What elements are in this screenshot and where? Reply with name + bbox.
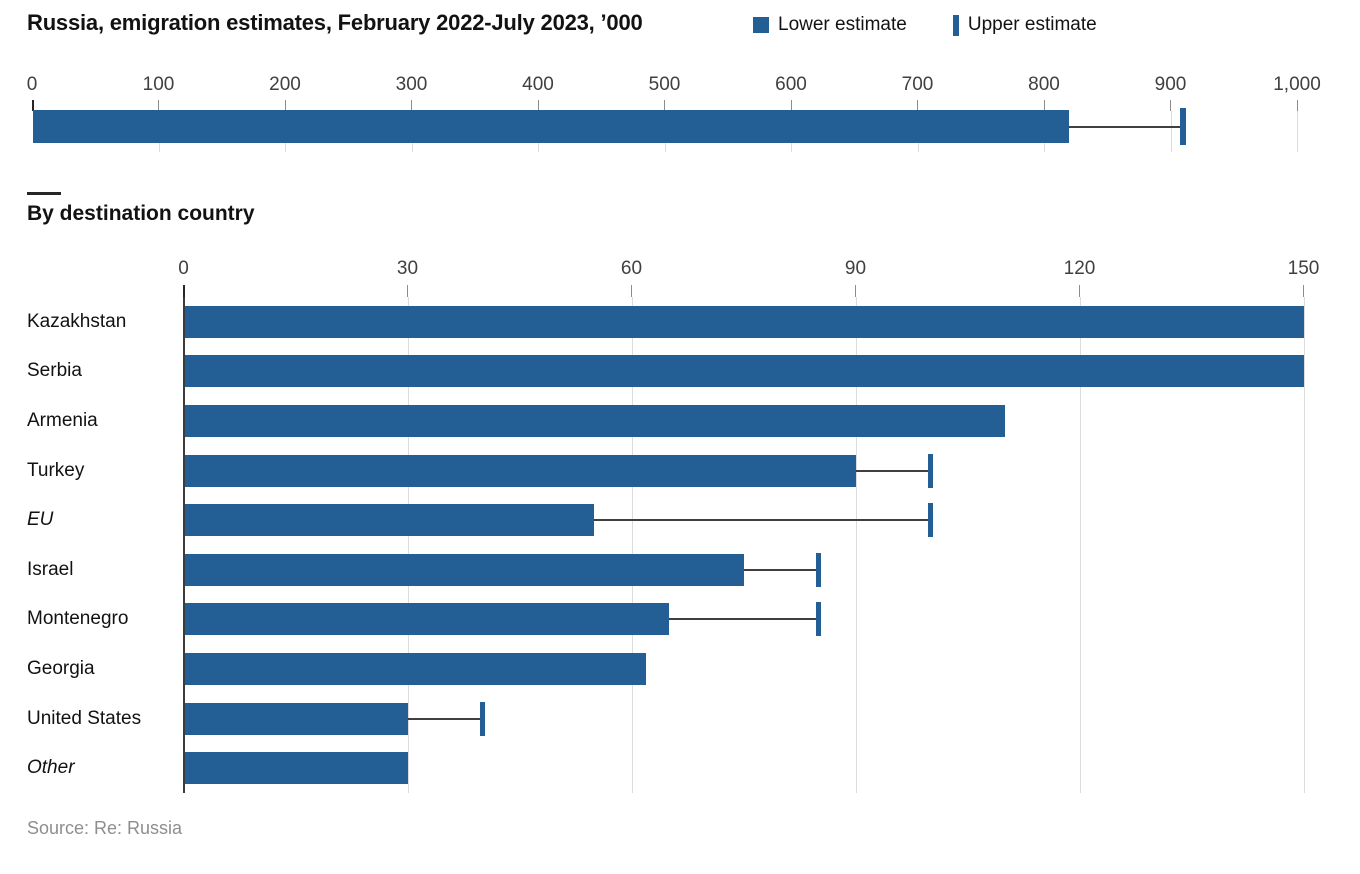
destination-country-chart: 0 30 60 90 120 150 Kazakhstan Serbia Armenia Turk… bbox=[0, 250, 1360, 810]
upper-estimate-cap bbox=[1180, 108, 1187, 145]
lower-estimate-bar bbox=[184, 553, 744, 586]
lower-estimate-bar bbox=[184, 603, 669, 636]
tick-label: 200 bbox=[269, 74, 301, 95]
estimate-range-whisker bbox=[594, 519, 931, 522]
grid-line bbox=[855, 297, 857, 793]
lower-estimate-bar bbox=[184, 355, 1304, 388]
tick-mark bbox=[855, 285, 856, 297]
section-dash bbox=[27, 192, 61, 195]
upper-estimate-cap bbox=[815, 552, 821, 587]
tick-mark bbox=[1043, 100, 1045, 111]
category-label: Serbia bbox=[27, 360, 82, 382]
lower-estimate-marker-icon bbox=[753, 17, 769, 33]
chart-title: Russia, emigration estimates, February 2… bbox=[27, 10, 643, 35]
tick-label: 30 bbox=[396, 258, 419, 279]
estimate-range-whisker bbox=[668, 618, 819, 621]
category-label: Kazakhstan bbox=[27, 310, 127, 332]
tick-label: 100 bbox=[142, 74, 175, 95]
category-label: Montenegro bbox=[27, 608, 129, 630]
upper-estimate-cap bbox=[479, 701, 485, 736]
category-label: Armenia bbox=[27, 410, 98, 431]
lower-estimate-bar bbox=[184, 702, 408, 735]
tick-mark bbox=[790, 100, 792, 111]
estimate-range-whisker bbox=[743, 568, 819, 571]
tick-mark bbox=[631, 285, 632, 297]
section-subtitle: By destination country bbox=[27, 202, 255, 225]
grid-line bbox=[407, 297, 409, 793]
legend-item-lower: Lower estimate bbox=[753, 14, 907, 36]
lower-estimate-bar bbox=[184, 653, 647, 685]
tick-label: 0 bbox=[178, 258, 189, 279]
source-note: Source: Re: Russia bbox=[27, 818, 183, 838]
tick-mark bbox=[284, 100, 286, 111]
tick-mark bbox=[407, 285, 408, 297]
tick-label: 700 bbox=[901, 74, 934, 95]
category-label: Israel bbox=[27, 558, 74, 580]
grid-line bbox=[1079, 297, 1081, 793]
grid-line bbox=[1170, 111, 1172, 152]
tick-mark bbox=[537, 100, 539, 111]
category-label: EU bbox=[27, 509, 54, 531]
tick-mark bbox=[917, 100, 918, 111]
tick-label: 60 bbox=[620, 258, 643, 279]
upper-estimate-cap bbox=[927, 503, 933, 538]
upper-estimate-cap bbox=[927, 453, 933, 488]
tick-mark bbox=[31, 100, 34, 111]
tick-label: 120 bbox=[1063, 258, 1096, 279]
legend-label-lower: Lower estimate bbox=[778, 14, 907, 35]
legend-label-upper: Upper estimate bbox=[967, 14, 1097, 35]
tick-label: 0 bbox=[26, 74, 38, 95]
estimate-range-whisker bbox=[407, 717, 483, 720]
lower-estimate-bar bbox=[184, 454, 856, 487]
estimate-range-whisker bbox=[1069, 125, 1184, 128]
legend-item-upper: Upper estimate bbox=[952, 14, 1097, 36]
upper-estimate-marker-icon bbox=[952, 14, 959, 36]
upper-estimate-cap bbox=[815, 602, 821, 637]
lower-estimate-bar bbox=[184, 504, 595, 537]
tick-label: 90 bbox=[844, 258, 867, 279]
lower-estimate-bar bbox=[184, 752, 408, 785]
grid-line bbox=[1297, 111, 1298, 152]
tick-label: 300 bbox=[395, 74, 428, 95]
estimate-range-whisker bbox=[855, 469, 931, 472]
tick-mark bbox=[158, 100, 159, 111]
category-label: Other bbox=[27, 757, 75, 779]
zero-axis-line bbox=[182, 297, 185, 793]
lower-estimate-bar bbox=[184, 405, 1005, 437]
category-label: United States bbox=[27, 707, 142, 729]
tick-label: 1,000 bbox=[1273, 74, 1321, 95]
legend: Lower estimate Upper estimate bbox=[753, 14, 1097, 36]
tick-label: 150 bbox=[1287, 258, 1320, 279]
tick-label: 900 bbox=[1154, 74, 1187, 95]
tick-label: 400 bbox=[522, 74, 554, 95]
category-label: Georgia bbox=[27, 658, 95, 679]
total-emigration-chart: 0 100 200 300 400 500 600 700 800 900 1,000 bbox=[0, 70, 1360, 170]
tick-mark bbox=[1296, 100, 1298, 111]
tick-label: 500 bbox=[648, 74, 681, 95]
tick-label: 800 bbox=[1028, 74, 1060, 95]
category-label: Turkey bbox=[27, 459, 85, 481]
tick-mark bbox=[183, 285, 185, 297]
tick-mark bbox=[1170, 100, 1171, 111]
grid-line bbox=[631, 297, 633, 793]
lower-estimate-bar bbox=[33, 110, 1070, 143]
tick-mark bbox=[411, 100, 412, 111]
tick-mark bbox=[1079, 285, 1080, 297]
lower-estimate-bar bbox=[184, 305, 1304, 338]
tick-mark bbox=[664, 100, 665, 111]
tick-mark bbox=[1303, 285, 1304, 297]
grid-line bbox=[1303, 297, 1305, 793]
tick-label: 600 bbox=[775, 74, 807, 95]
